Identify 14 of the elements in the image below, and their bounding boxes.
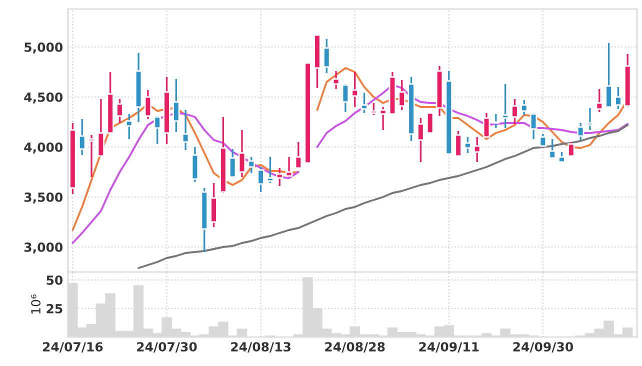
x-tick-label: 24/08/28 (325, 342, 385, 353)
y-tick-label: 3,500 (24, 192, 63, 204)
y-tick-label: 4,000 (24, 142, 63, 154)
y-tick-label: 4,500 (24, 92, 63, 104)
y-tick-label: 5,000 (24, 42, 63, 54)
y-tick-label: 50 (46, 275, 63, 285)
x-tick-label: 24/07/16 (43, 342, 103, 353)
y-tick-label: 3,000 (24, 242, 63, 254)
y-tick-label: 25 (46, 304, 62, 314)
x-tick-label: 24/07/30 (137, 342, 197, 353)
x-tick-label: 24/09/11 (419, 342, 479, 353)
y-axis-title: 10⁶ (31, 294, 41, 314)
x-tick-label: 24/08/13 (231, 342, 290, 353)
x-tick-label: 24/09/30 (513, 342, 574, 353)
